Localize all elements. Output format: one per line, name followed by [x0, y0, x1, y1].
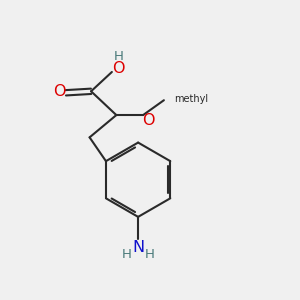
- Text: H: H: [145, 248, 154, 260]
- Text: H: H: [122, 248, 132, 260]
- Text: O: O: [112, 61, 125, 76]
- Text: O: O: [142, 113, 155, 128]
- Text: N: N: [132, 240, 144, 255]
- Text: O: O: [54, 84, 66, 99]
- Text: methyl: methyl: [174, 94, 208, 104]
- Text: H: H: [113, 50, 123, 63]
